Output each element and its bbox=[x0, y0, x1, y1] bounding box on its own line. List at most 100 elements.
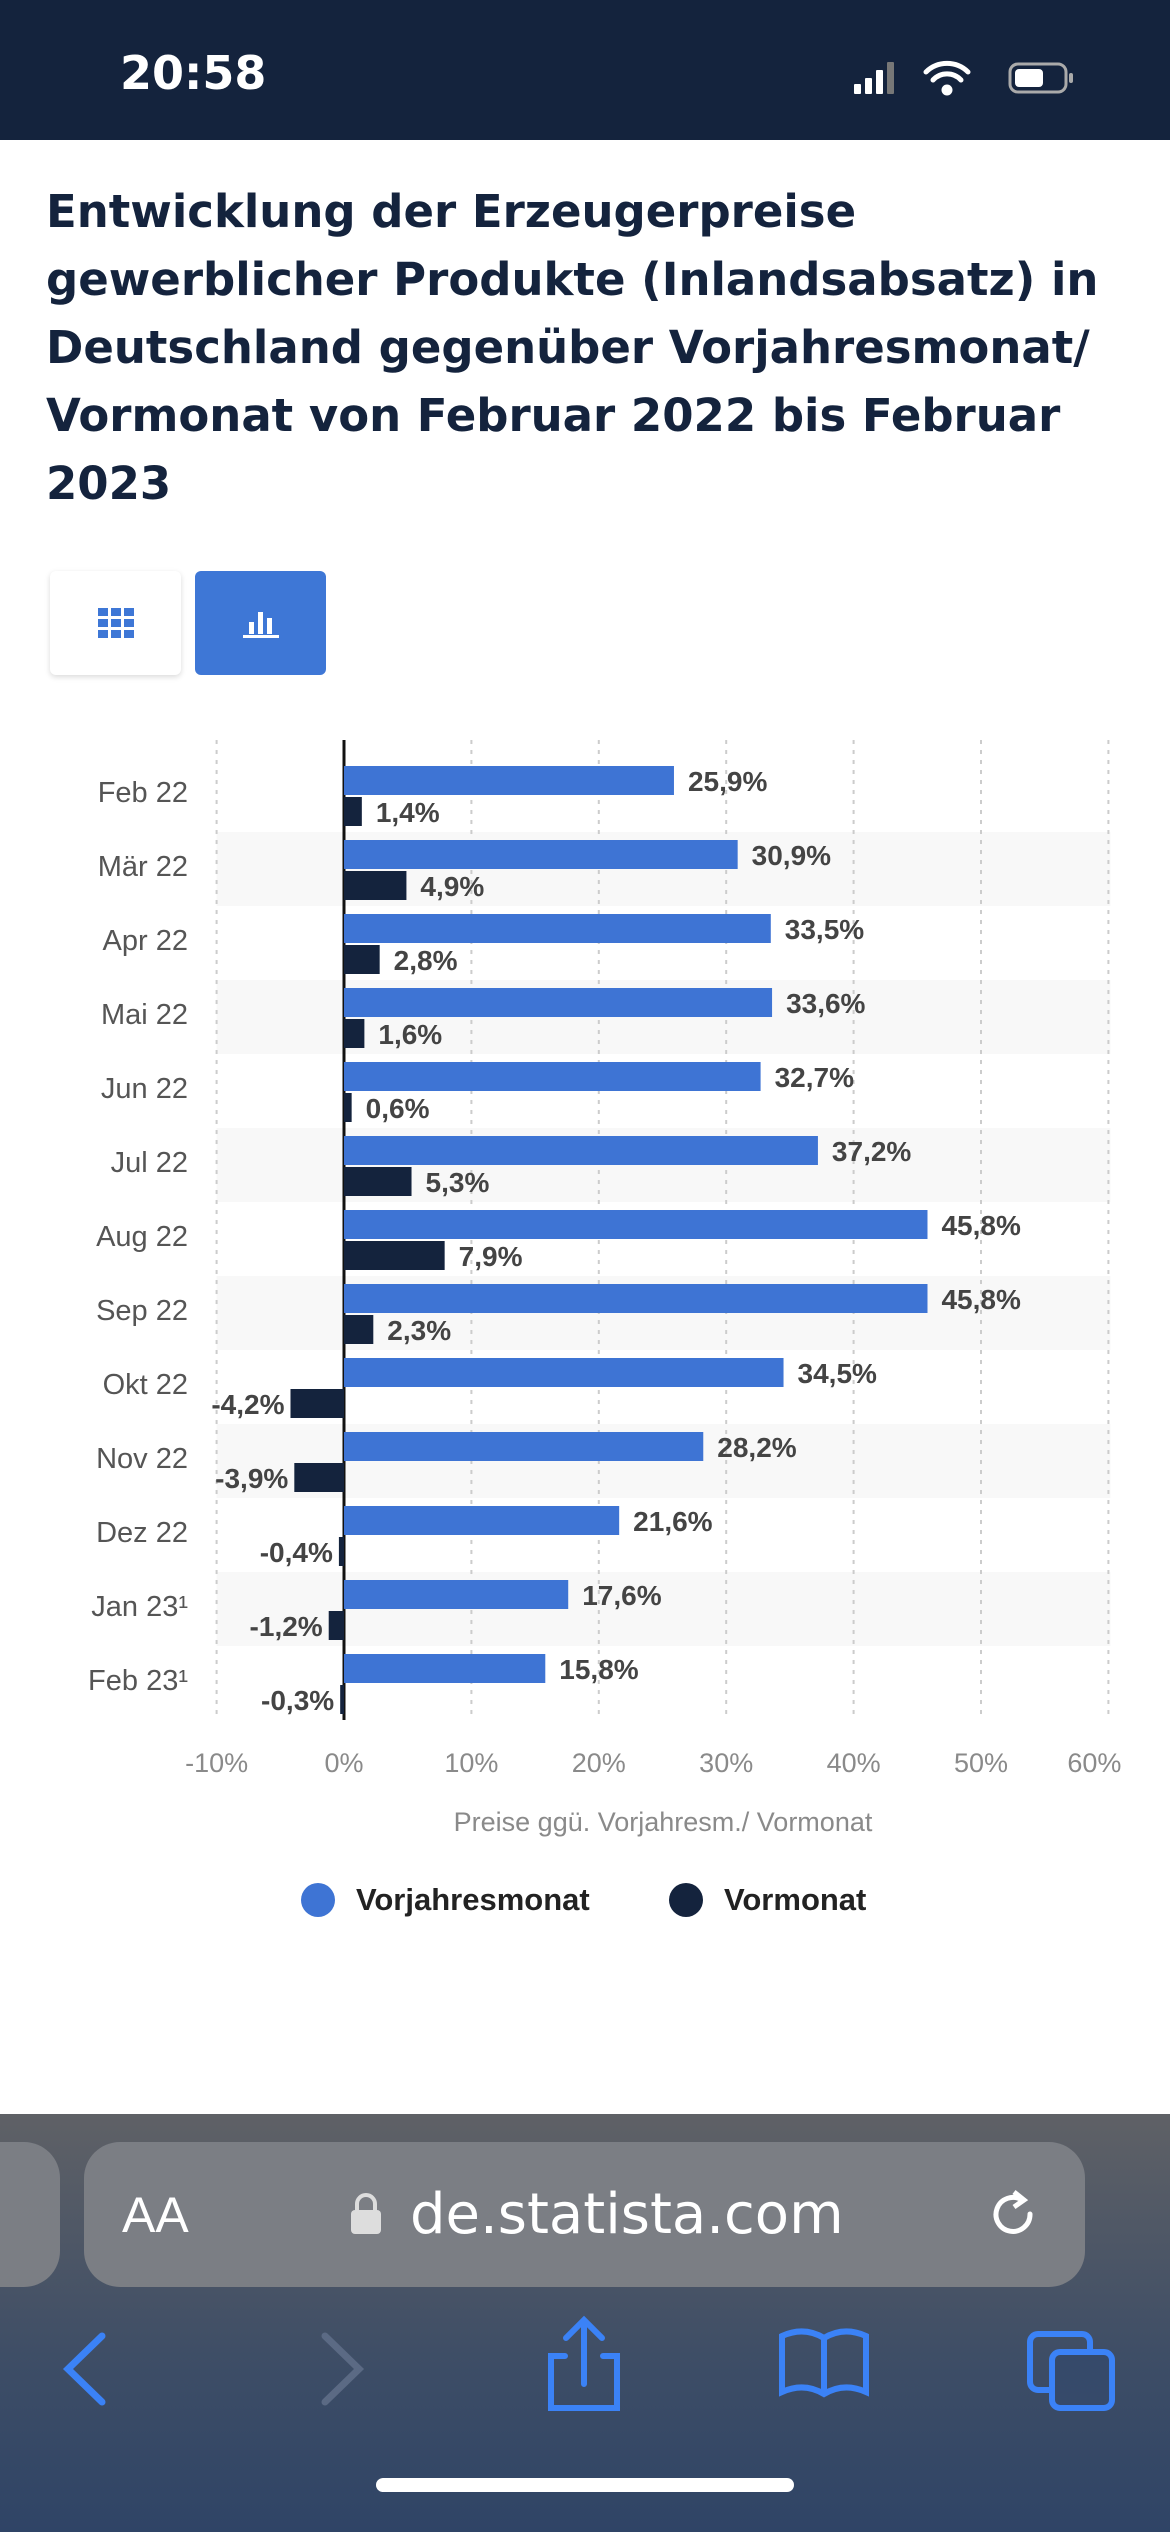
url-text[interactable]: de.statista.com bbox=[410, 2182, 844, 2247]
data-label: 2,3% bbox=[387, 1315, 451, 1346]
browser-toolbar: AA de.statista.com bbox=[0, 2114, 1170, 2532]
data-label: -1,2% bbox=[250, 1611, 323, 1642]
data-label: 7,9% bbox=[459, 1241, 523, 1272]
bar-vormonat bbox=[344, 1315, 374, 1344]
x-tick-label: 10% bbox=[444, 1748, 498, 1778]
category-label: Nov 22 bbox=[96, 1443, 188, 1475]
legend-marker-vormonat bbox=[669, 1883, 703, 1917]
grid-icon bbox=[97, 608, 134, 638]
category-label: Mär 22 bbox=[98, 851, 188, 883]
text-size-button[interactable]: AA bbox=[122, 2187, 189, 2243]
data-label: 17,6% bbox=[582, 1580, 661, 1611]
bar-vormonat bbox=[340, 1685, 344, 1714]
data-label: 0,6% bbox=[366, 1093, 430, 1124]
category-label: Apr 22 bbox=[103, 925, 188, 957]
bar-vormonat bbox=[294, 1463, 344, 1492]
data-label: 33,6% bbox=[786, 988, 865, 1019]
signal-icon bbox=[854, 62, 894, 94]
category-label: Aug 22 bbox=[96, 1221, 188, 1253]
bar-vormonat bbox=[344, 871, 407, 900]
chart-view-button[interactable] bbox=[195, 571, 326, 675]
category-label: Dez 22 bbox=[96, 1517, 188, 1549]
bar-vormonat bbox=[344, 945, 380, 974]
data-label: 25,9% bbox=[688, 766, 767, 797]
table-view-button[interactable] bbox=[50, 571, 181, 675]
share-icon[interactable] bbox=[548, 2315, 620, 2411]
bar-vormonat bbox=[344, 1019, 365, 1048]
page-title: Entwicklung der Erzeugerpreise gewerblic… bbox=[46, 185, 1099, 510]
bar-vormonat bbox=[344, 1167, 412, 1196]
x-tick-label: 30% bbox=[699, 1748, 753, 1778]
data-label: 5,3% bbox=[426, 1167, 490, 1198]
bar-vorjahresmonat bbox=[344, 1432, 704, 1461]
status-icons bbox=[854, 60, 1073, 96]
bar-chart: -10% 0% 10% 20% 30% 40% 50% 60% Feb 22 25,9% 1,4% M… bbox=[88, 740, 1121, 1917]
data-label: 45,8% bbox=[941, 1210, 1020, 1241]
data-label: 1,6% bbox=[378, 1019, 442, 1050]
category-label: Sep 22 bbox=[96, 1295, 188, 1327]
tabs-icon[interactable] bbox=[1027, 2331, 1115, 2411]
category-label: Jun 22 bbox=[101, 1073, 188, 1105]
bar-vorjahresmonat bbox=[344, 1506, 620, 1535]
bar-vorjahresmonat bbox=[344, 1358, 784, 1387]
bar-vormonat bbox=[344, 1093, 352, 1122]
legend-marker-vorjahresmonat bbox=[301, 1883, 335, 1917]
reload-icon[interactable] bbox=[984, 2184, 1044, 2244]
data-label: 33,5% bbox=[785, 914, 864, 945]
data-label: -0,4% bbox=[260, 1537, 333, 1568]
previous-tab[interactable] bbox=[0, 2142, 60, 2287]
data-label: 45,8% bbox=[941, 1284, 1020, 1315]
category-label: Feb 23¹ bbox=[88, 1665, 188, 1697]
x-tick-label: 60% bbox=[1067, 1748, 1121, 1778]
category-label: Mai 22 bbox=[101, 999, 188, 1031]
bar-vormonat bbox=[344, 797, 362, 826]
x-tick-label: 50% bbox=[954, 1748, 1008, 1778]
data-label: -0,3% bbox=[261, 1685, 334, 1716]
bar-vorjahresmonat bbox=[344, 1210, 928, 1239]
x-tick-label: 20% bbox=[572, 1748, 626, 1778]
data-label: 21,6% bbox=[633, 1506, 712, 1537]
data-label: 2,8% bbox=[394, 945, 458, 976]
x-axis-title: Preise ggü. Vorjahresm./ Vormonat bbox=[454, 1807, 873, 1837]
x-tick-label: 0% bbox=[324, 1748, 363, 1778]
bar-vorjahresmonat bbox=[344, 988, 773, 1017]
back-icon[interactable] bbox=[62, 2332, 106, 2406]
bar-vormonat bbox=[290, 1389, 344, 1418]
bar-vorjahresmonat bbox=[344, 914, 771, 943]
legend-label: Vormonat bbox=[724, 1882, 866, 1917]
category-label: Feb 22 bbox=[98, 777, 188, 809]
bar-vormonat bbox=[338, 1537, 344, 1566]
status-bar: 20:58 bbox=[0, 0, 1170, 140]
bookmarks-icon[interactable] bbox=[779, 2328, 869, 2398]
data-label: 4,9% bbox=[420, 871, 484, 902]
data-label: 15,8% bbox=[559, 1654, 638, 1685]
data-label: 1,4% bbox=[376, 797, 440, 828]
legend-label: Vorjahresmonat bbox=[356, 1882, 590, 1917]
forward-icon[interactable] bbox=[321, 2332, 365, 2406]
data-label: 32,7% bbox=[775, 1062, 854, 1093]
x-tick-label: -10% bbox=[185, 1748, 248, 1778]
bar-vorjahresmonat bbox=[344, 1654, 546, 1683]
clock: 20:58 bbox=[120, 46, 267, 100]
data-label: -3,9% bbox=[215, 1463, 288, 1494]
data-label: 37,2% bbox=[832, 1136, 911, 1167]
wifi-icon bbox=[923, 60, 971, 96]
data-label: 34,5% bbox=[798, 1358, 877, 1389]
bar-vormonat bbox=[328, 1611, 344, 1640]
category-label: Jan 23¹ bbox=[91, 1591, 188, 1623]
home-indicator bbox=[376, 2478, 794, 2492]
bar-vorjahresmonat bbox=[344, 766, 674, 795]
category-label: Jul 22 bbox=[111, 1147, 188, 1179]
data-label: 30,9% bbox=[752, 840, 831, 871]
bar-vorjahresmonat bbox=[344, 1136, 818, 1165]
bar-vorjahresmonat bbox=[344, 1284, 928, 1313]
x-tick-label: 40% bbox=[827, 1748, 881, 1778]
battery-icon bbox=[1008, 62, 1073, 94]
data-label: -4,2% bbox=[211, 1389, 284, 1420]
bar-chart-icon bbox=[242, 612, 279, 638]
category-label: Okt 22 bbox=[103, 1369, 188, 1401]
bar-vorjahresmonat bbox=[344, 1580, 569, 1609]
data-label: 28,2% bbox=[717, 1432, 796, 1463]
bar-vormonat bbox=[344, 1241, 445, 1270]
address-bar[interactable]: AA de.statista.com bbox=[84, 2142, 1085, 2287]
